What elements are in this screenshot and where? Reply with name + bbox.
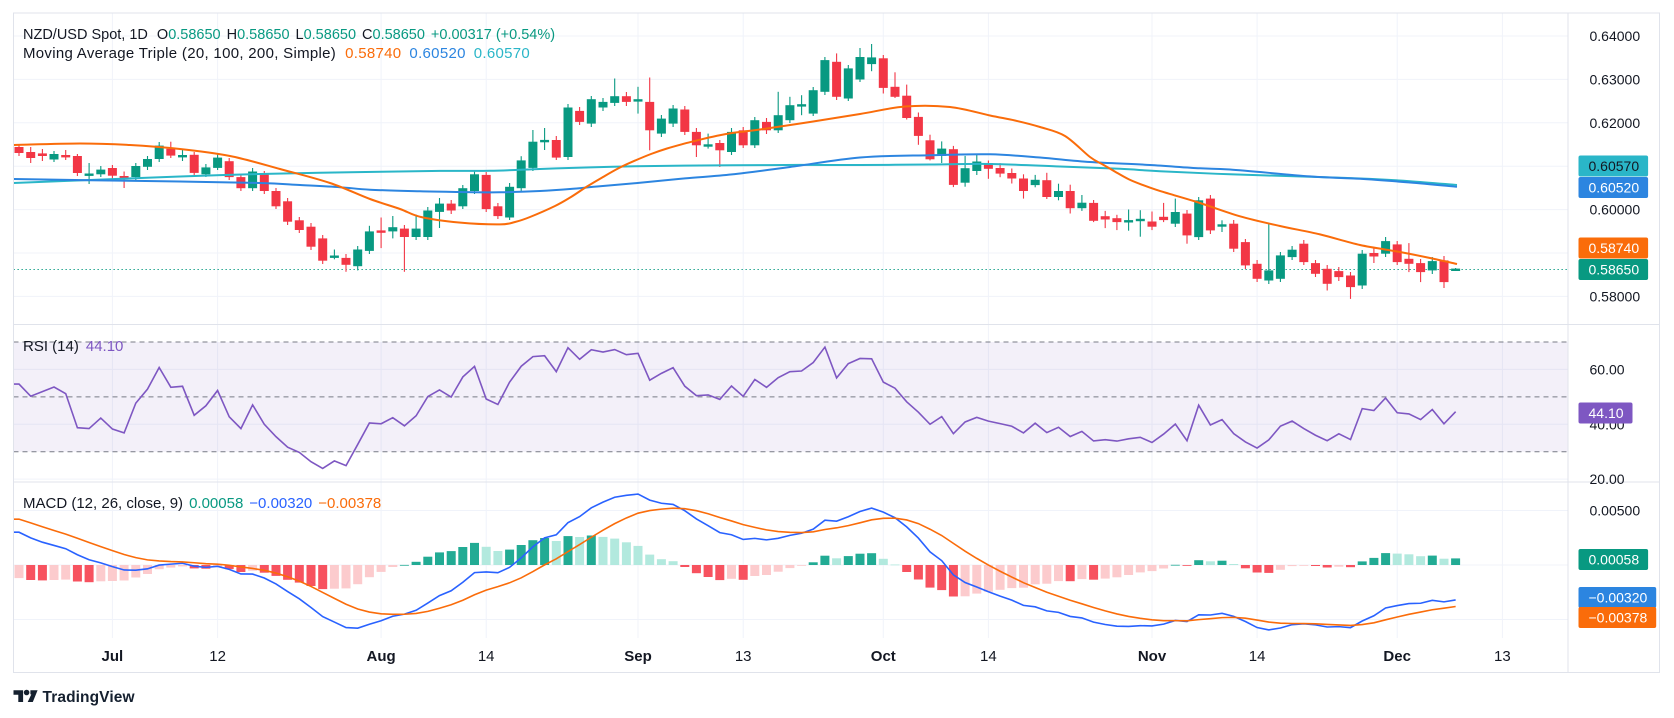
svg-text:0.60520: 0.60520 xyxy=(1589,180,1640,196)
svg-text:12: 12 xyxy=(209,648,226,665)
svg-text:TradingView: TradingView xyxy=(43,689,136,706)
svg-text:Moving Average Triple (20, 100: Moving Average Triple (20, 100, 200, Sim… xyxy=(23,45,530,62)
svg-text:Sep: Sep xyxy=(624,648,652,665)
svg-text:14: 14 xyxy=(980,648,997,665)
svg-text:0.58740: 0.58740 xyxy=(1589,240,1640,256)
svg-text:0.00500: 0.00500 xyxy=(1590,503,1641,519)
svg-text:0.58000: 0.58000 xyxy=(1590,288,1641,304)
svg-text:Dec: Dec xyxy=(1383,648,1411,665)
svg-text:60.00: 60.00 xyxy=(1590,361,1625,377)
svg-text:14: 14 xyxy=(478,648,495,665)
svg-text:14: 14 xyxy=(1249,648,1266,665)
svg-text:0.60570: 0.60570 xyxy=(1589,158,1640,174)
svg-text:−0.00378: −0.00378 xyxy=(1589,610,1648,626)
svg-text:MACD (12, 26, close, 9)0.00058: MACD (12, 26, close, 9) 0.00058 −0.00320 −0… xyxy=(23,495,381,512)
svg-text:0.64000: 0.64000 xyxy=(1590,28,1641,44)
svg-text:−0.00320: −0.00320 xyxy=(1589,590,1648,606)
svg-text:0.60000: 0.60000 xyxy=(1590,202,1641,218)
svg-text:Aug: Aug xyxy=(367,648,396,665)
svg-text:0.62000: 0.62000 xyxy=(1590,115,1641,131)
svg-text:Oct: Oct xyxy=(871,648,896,665)
svg-text:0.58650: 0.58650 xyxy=(1589,262,1640,278)
svg-text:44.10: 44.10 xyxy=(1589,405,1624,421)
svg-text:Jul: Jul xyxy=(102,648,124,665)
svg-text:13: 13 xyxy=(735,648,752,665)
svg-text:RSI (14)44.10: RSI (14) 44.10 xyxy=(23,338,123,355)
svg-text:Nov: Nov xyxy=(1138,648,1167,665)
svg-text:0.00058: 0.00058 xyxy=(1589,552,1640,568)
svg-text:13: 13 xyxy=(1494,648,1511,665)
svg-text:0.63000: 0.63000 xyxy=(1590,71,1641,87)
svg-text:20.00: 20.00 xyxy=(1590,471,1625,487)
